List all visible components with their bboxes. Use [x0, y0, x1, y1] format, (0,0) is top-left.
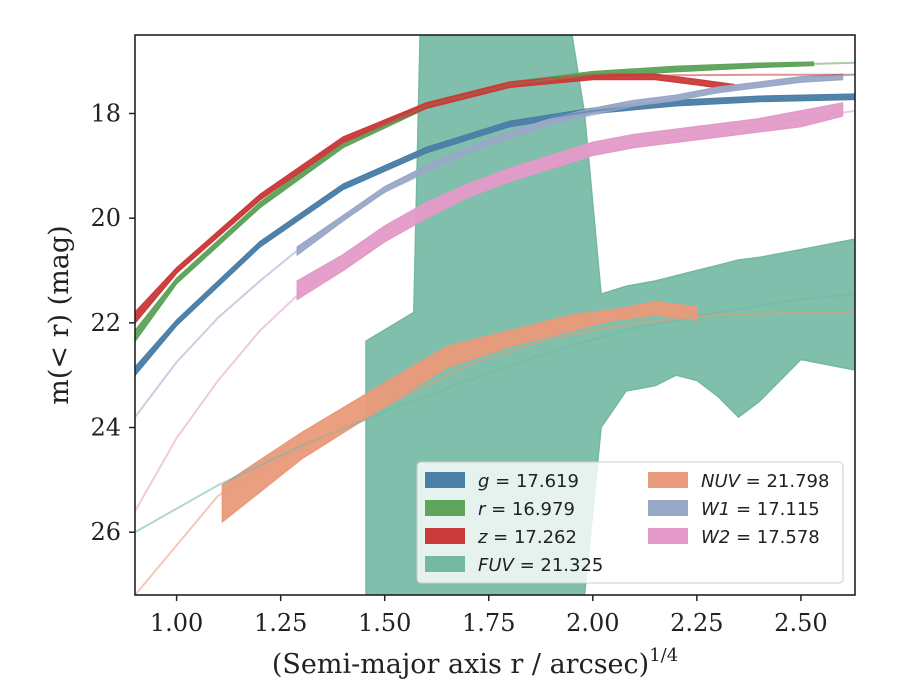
legend: g = 17.619 NUV = 21.798 r = 16.979 W1 = 17.… — [416, 461, 844, 584]
legend-label-z: z = 17.262 — [477, 527, 577, 548]
x-axis: 1.00 1.25 1.50 1.75 2.00 2.25 2.50 — [150, 595, 828, 637]
x-tick-label: 1.25 — [254, 609, 307, 637]
model-curve-w1 — [135, 73, 855, 418]
y-tick-label: 26 — [90, 518, 121, 546]
legend-swatch-nuv — [648, 472, 688, 488]
y-tick-label: 22 — [90, 309, 121, 337]
x-tick-label: 2.00 — [566, 609, 619, 637]
x-tick-label: 1.00 — [150, 609, 203, 637]
legend-label-w1: W1 = 17.115 — [701, 499, 820, 520]
model-curve-z — [135, 73, 855, 319]
x-tick-label: 2.50 — [774, 609, 827, 637]
band-g — [135, 93, 855, 377]
model-curves — [135, 61, 855, 595]
legend-label-w2: W2 = 17.578 — [701, 527, 820, 548]
y-axis: 18 20 22 24 26 — [90, 100, 135, 546]
legend-swatch-fuv — [425, 556, 465, 572]
band-w2 — [296, 102, 844, 301]
legend-swatch-w1 — [648, 500, 688, 516]
legend-box — [416, 461, 844, 584]
model-curve-fuv — [135, 293, 855, 534]
legend-swatch-w2 — [648, 528, 688, 544]
legend-label-r: r = 16.979 — [478, 499, 575, 520]
y-axis-label: m(< r) (mag) — [44, 225, 75, 404]
legend-swatch-z — [425, 528, 465, 544]
y-tick-label: 24 — [90, 414, 121, 442]
model-curve-w2 — [135, 109, 855, 512]
x-tick-label: 1.50 — [358, 609, 411, 637]
legend-label-g: g = 17.619 — [478, 471, 579, 492]
x-axis-label: (Semi-major axis r / arcsec)1/4 — [272, 645, 678, 680]
legend-swatch-r — [425, 500, 465, 516]
legend-label-fuv: FUV = 21.325 — [478, 555, 603, 576]
y-tick-label: 18 — [90, 100, 121, 128]
legend-label-nuv: NUV = 21.798 — [701, 471, 829, 492]
model-curve-nuv — [135, 311, 855, 595]
model-curve-g — [135, 95, 855, 374]
x-tick-label: 2.25 — [670, 609, 723, 637]
legend-swatch-g — [425, 472, 465, 488]
x-tick-label: 1.75 — [462, 609, 515, 637]
data-bands — [135, 35, 855, 595]
y-tick-label: 20 — [90, 204, 121, 232]
plot-frame — [134, 34, 856, 596]
